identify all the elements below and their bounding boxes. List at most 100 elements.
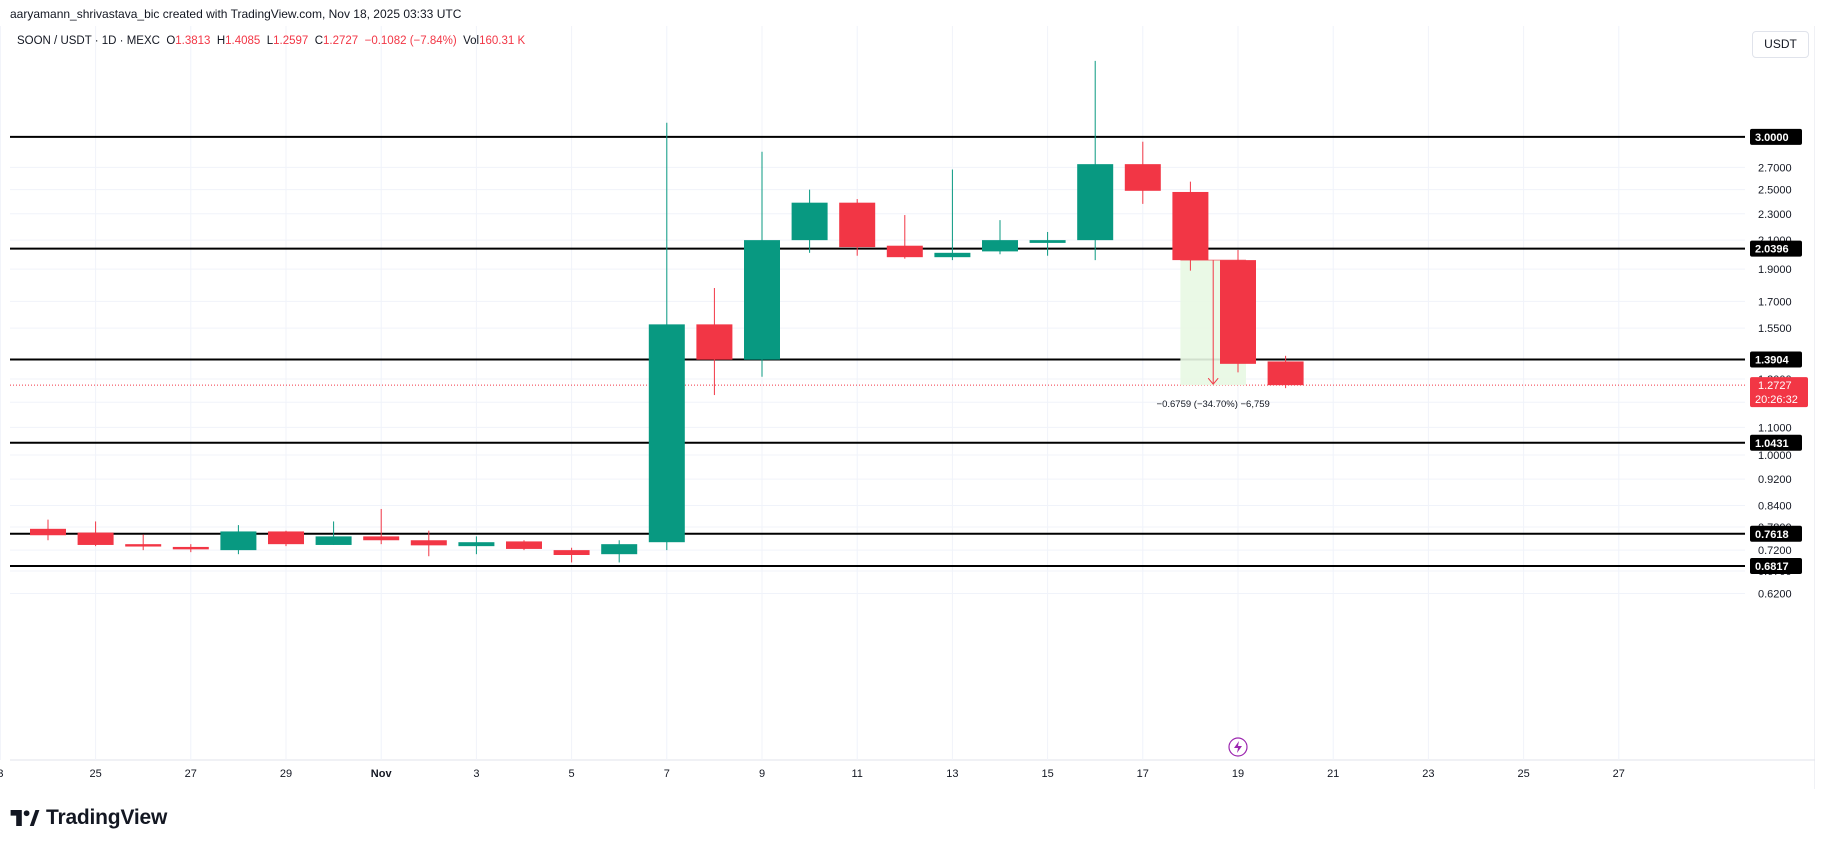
level-price-label: 1.3904: [1755, 355, 1790, 367]
lightning-icon[interactable]: [1228, 737, 1248, 757]
x-tick-label: 17: [1137, 768, 1149, 780]
candle[interactable]: [886, 215, 923, 259]
x-tick-label: 9: [759, 768, 765, 780]
candle[interactable]: [791, 189, 828, 253]
candle[interactable]: [1124, 141, 1161, 204]
candle-body: [1124, 164, 1161, 191]
candle[interactable]: [1172, 181, 1209, 271]
price-axis[interactable]: 2.70002.50002.30002.10001.90001.70001.55…: [1750, 128, 1808, 601]
legend-low-value: 1.2597: [273, 35, 309, 47]
candle-body: [363, 536, 400, 541]
candle[interactable]: [553, 547, 590, 563]
candle-body: [458, 542, 495, 547]
y-tick-label: 0.7200: [1758, 545, 1792, 557]
level-price-label: 3.0000: [1755, 132, 1789, 144]
level-price-tag: [1750, 128, 1802, 145]
candle-body: [220, 531, 257, 551]
candle[interactable]: [934, 169, 971, 261]
current-price-label: 1.2727: [1758, 380, 1792, 392]
countdown-label: 20:26:32: [1755, 394, 1798, 406]
candle[interactable]: [125, 534, 162, 551]
candle[interactable]: [172, 544, 209, 553]
candle[interactable]: [410, 530, 447, 557]
legend-volume-value: 160.31 K: [479, 35, 526, 47]
candle[interactable]: [1267, 355, 1304, 389]
legend-open-value: 1.3813: [175, 35, 211, 47]
level-price-tag: [1750, 240, 1802, 257]
y-tick-label: 2.3000: [1758, 209, 1792, 221]
x-tick-label: 23: [1422, 768, 1434, 780]
y-tick-label: 1.1000: [1758, 422, 1792, 434]
tradingview-wordmark: TradingView: [46, 806, 168, 829]
y-tick-label: 0.6200: [1758, 588, 1792, 600]
candle[interactable]: [30, 519, 66, 541]
candle-body: [1172, 191, 1209, 261]
candle[interactable]: [1029, 231, 1066, 256]
x-tick-label: 19: [1232, 768, 1244, 780]
y-tick-label: 1.5500: [1758, 323, 1792, 335]
candle-body: [648, 324, 685, 543]
candle-body: [125, 544, 162, 547]
x-tick-label: 15: [1041, 768, 1053, 780]
y-tick-label: 1.0000: [1758, 450, 1792, 462]
candle-body: [1029, 240, 1066, 243]
legend-high-value: 1.4085: [225, 35, 261, 47]
x-tick-label: 27: [185, 768, 197, 780]
candle-body: [791, 202, 828, 241]
y-tick-label: 2.7000: [1758, 162, 1792, 174]
candle[interactable]: [1220, 249, 1256, 373]
candle[interactable]: [648, 122, 685, 551]
candles: [30, 60, 1304, 563]
candle-body: [410, 540, 447, 546]
candle-body: [886, 245, 923, 258]
candle[interactable]: [315, 521, 352, 545]
candle[interactable]: [77, 521, 114, 547]
y-tick-label: 1.9000: [1758, 264, 1792, 276]
grid: [0, 26, 1815, 789]
symbol-legend: SOON / USDT · 1D · MEXC O 1.3813 H 1.4085 …: [17, 35, 525, 47]
x-tick-label: 3: [0, 768, 3, 780]
level-price-label: 1.0431: [1755, 438, 1789, 450]
candle-body: [30, 528, 66, 536]
x-tick-label: Nov: [371, 768, 393, 780]
level-price-label: 2.0396: [1755, 244, 1789, 256]
tradingview-logo[interactable]: TradingView: [10, 806, 167, 830]
x-tick-label: 25: [89, 768, 101, 780]
x-tick-label: 7: [664, 768, 670, 780]
candle-body: [982, 240, 1018, 252]
tradingview-logo-icon: [10, 810, 40, 826]
x-tick-label: 27: [1613, 768, 1625, 780]
candle-body: [839, 202, 876, 248]
time-axis[interactable]: 3 25 27 29 Nov 3 5 7 9 11 13 15 17 19 21 23 25 27: [0, 768, 1625, 780]
candle-body: [315, 536, 352, 545]
x-tick-label: 29: [280, 768, 292, 780]
candle[interactable]: [268, 530, 304, 547]
legend-symbol[interactable]: SOON / USDT · 1D · MEXC: [17, 35, 160, 47]
legend-close-value: 1.2727: [323, 35, 359, 47]
candle[interactable]: [506, 540, 542, 551]
x-tick-label: 5: [569, 768, 575, 780]
candle[interactable]: [1077, 60, 1114, 261]
candle-body: [172, 546, 209, 550]
candle-body: [77, 532, 114, 545]
x-tick-label: 25: [1517, 768, 1529, 780]
y-tick-label: 0.8400: [1758, 500, 1792, 512]
candle[interactable]: [601, 540, 638, 563]
level-price-tag: [1750, 434, 1802, 451]
measurement-label: −0.6759 (−34.70%) −6,759: [1157, 399, 1270, 410]
candle-body: [601, 544, 638, 555]
candlestick-chart[interactable]: −0.6759 (−34.70%) −6,759 2.7000 2.5000 2.3…: [0, 26, 1815, 789]
legend-change: −0.1082 (−7.84%): [364, 35, 457, 47]
y-tick-label: 1.7000: [1758, 296, 1792, 308]
candle[interactable]: [458, 536, 495, 555]
candle[interactable]: [744, 151, 780, 377]
candle[interactable]: [839, 199, 876, 256]
y-tick-label: 0.9200: [1758, 474, 1792, 486]
x-tick-label: 13: [946, 768, 958, 780]
legend-close-label: C: [314, 35, 324, 47]
candle[interactable]: [696, 288, 733, 396]
candle[interactable]: [220, 525, 257, 555]
candle[interactable]: [982, 220, 1018, 255]
candle[interactable]: [363, 508, 400, 545]
currency-button[interactable]: USDT: [1752, 31, 1809, 58]
